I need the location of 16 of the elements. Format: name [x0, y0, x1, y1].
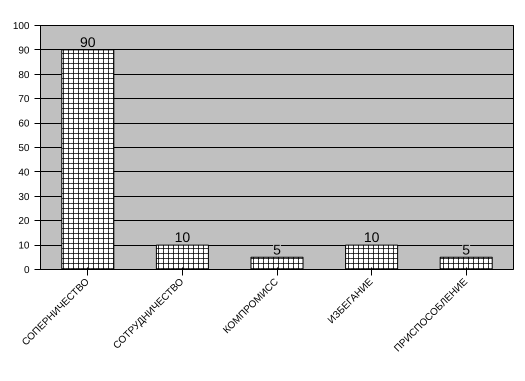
y-tick-label: 20	[18, 216, 30, 228]
data-label: 10	[364, 229, 380, 246]
y-tick-label: 50	[18, 143, 30, 154]
y-tick-label: 90	[18, 45, 30, 56]
data-label: 5	[462, 241, 470, 258]
data-label: 10	[174, 229, 190, 246]
data-label: 5	[273, 241, 282, 258]
y-tick-label: 40	[18, 167, 30, 178]
data-label: 90	[80, 34, 96, 50]
y-tick-label: 60	[18, 118, 30, 130]
y-tick-label: 0	[24, 265, 30, 276]
y-tick-label: 100	[12, 21, 30, 32]
y-tick-label: 70	[18, 94, 30, 106]
y-tick-label: 30	[18, 192, 30, 203]
y-tick-label: 80	[18, 70, 30, 81]
y-tick-label: 10	[18, 240, 30, 252]
